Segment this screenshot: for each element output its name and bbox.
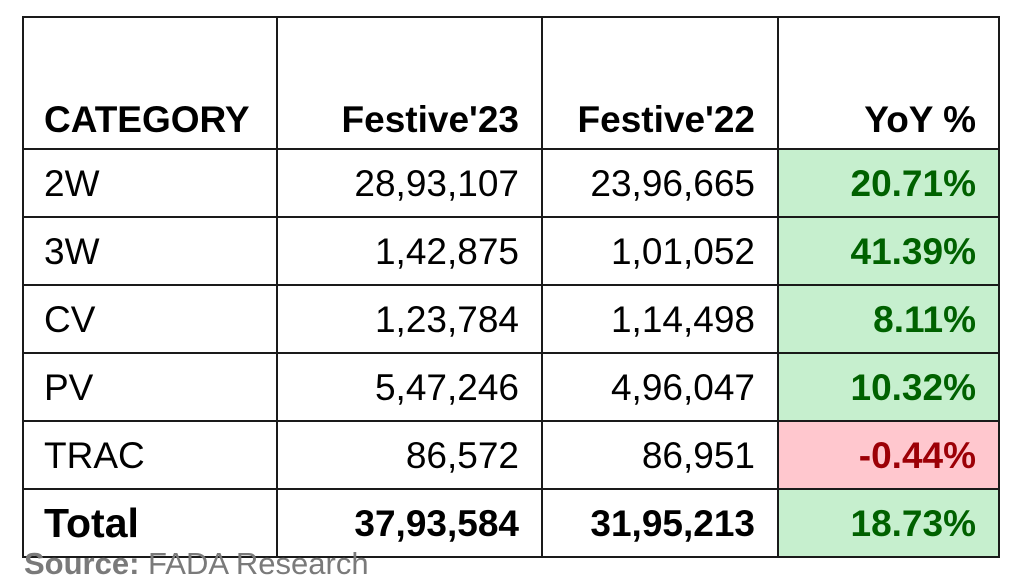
festive23-cell: 86,572 — [276, 420, 543, 490]
yoy-cell: -0.44% — [777, 420, 1000, 490]
header-yoy: YoY % — [777, 16, 1000, 150]
total-festive23-cell: 37,93,584 — [276, 488, 543, 558]
total-label-cell: Total — [22, 488, 278, 558]
festive22-cell: 23,96,665 — [541, 148, 779, 218]
header-festive23: Festive'23 — [276, 16, 543, 150]
yoy-cell: 10.32% — [777, 352, 1000, 422]
category-cell: TRAC — [22, 420, 278, 490]
table-header-row: CATEGORY Festive'23 Festive'22 YoY % — [22, 16, 1000, 150]
table-row: 2W 28,93,107 23,96,665 20.71% — [22, 148, 1000, 218]
yoy-cell: 41.39% — [777, 216, 1000, 286]
source-text: FADA Research — [148, 546, 369, 581]
table-total-row: Total 37,93,584 31,95,213 18.73% — [22, 488, 1000, 558]
festive22-cell: 1,14,498 — [541, 284, 779, 354]
festive23-cell: 1,42,875 — [276, 216, 543, 286]
yoy-cell: 8.11% — [777, 284, 1000, 354]
festive23-cell: 5,47,246 — [276, 352, 543, 422]
table-row: 3W 1,42,875 1,01,052 41.39% — [22, 216, 1000, 286]
table-row: PV 5,47,246 4,96,047 10.32% — [22, 352, 1000, 422]
source-label: Source: — [24, 546, 140, 581]
category-cell: PV — [22, 352, 278, 422]
festive-sales-table: CATEGORY Festive'23 Festive'22 YoY % 2W … — [22, 16, 1000, 558]
total-festive22-cell: 31,95,213 — [541, 488, 779, 558]
category-cell: CV — [22, 284, 278, 354]
category-cell: 3W — [22, 216, 278, 286]
festive23-cell: 1,23,784 — [276, 284, 543, 354]
festive22-cell: 86,951 — [541, 420, 779, 490]
table-row: CV 1,23,784 1,14,498 8.11% — [22, 284, 1000, 354]
category-cell: 2W — [22, 148, 278, 218]
total-yoy-cell: 18.73% — [777, 488, 1000, 558]
festive23-cell: 28,93,107 — [276, 148, 543, 218]
festive22-cell: 4,96,047 — [541, 352, 779, 422]
header-category: CATEGORY — [22, 16, 278, 150]
source-note: Source: FADA Research — [24, 546, 369, 582]
table-row: TRAC 86,572 86,951 -0.44% — [22, 420, 1000, 490]
festive22-cell: 1,01,052 — [541, 216, 779, 286]
header-festive22: Festive'22 — [541, 16, 779, 150]
yoy-cell: 20.71% — [777, 148, 1000, 218]
